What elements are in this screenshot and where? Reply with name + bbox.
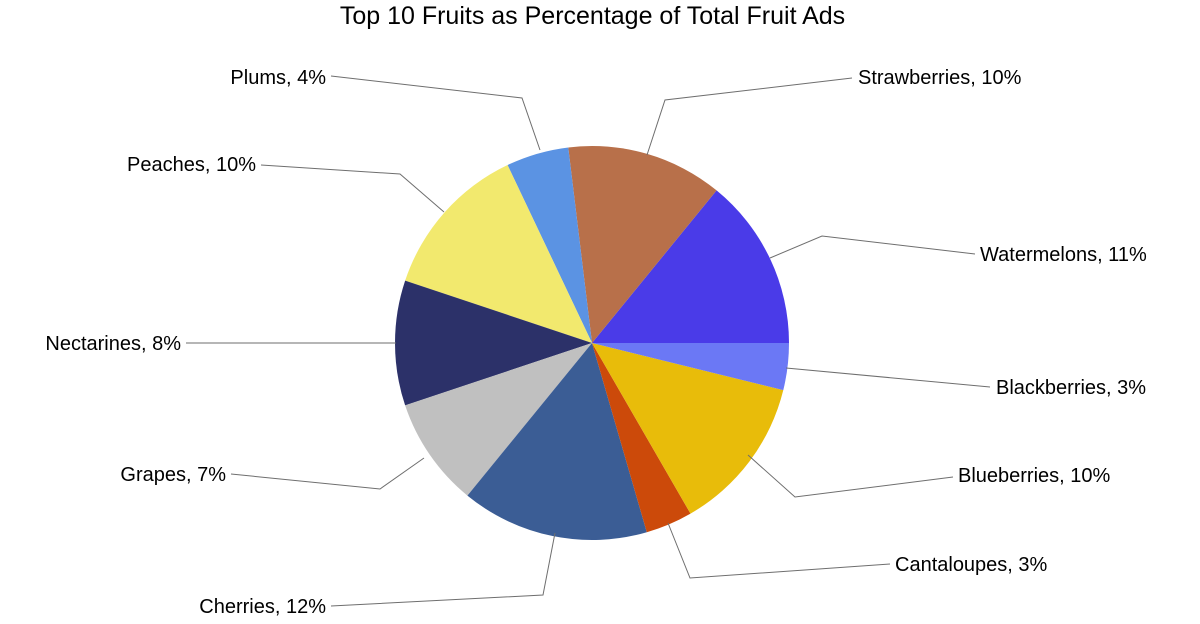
pie-slice-nectarines [395, 280, 592, 406]
slice-label-peaches: Peaches, 10% [127, 154, 256, 176]
leader-line-grapes [230, 457, 425, 490]
pie-slice-peaches [405, 165, 592, 343]
slice-labels: Watermelons, 11% Strawberries, 10% Plums, … [45, 67, 1147, 618]
pie-slice-cantaloupes [592, 343, 691, 533]
leader-line-peaches [260, 164, 445, 213]
slice-label-blackberries: Blackberries, 3% [996, 377, 1146, 399]
slice-label-strawberries: Strawberries, 10% [858, 67, 1022, 89]
slice-label-grapes: Grapes, 7% [120, 464, 226, 486]
pie-slice-watermelons [592, 190, 789, 343]
pie-slice-strawberries [568, 146, 717, 343]
leader-lines [186, 75, 991, 607]
chart-title: Top 10 Fruits as Percentage of Total Fru… [339, 2, 846, 30]
pie-slice-blackberries [592, 343, 789, 391]
leader-line-cantaloupes [667, 522, 891, 579]
leader-line-strawberries [646, 77, 853, 156]
leader-line-blackberries [785, 367, 991, 388]
leader-line-blueberries [747, 454, 954, 498]
slice-label-cantaloupes: Cantaloupes, 3% [895, 554, 1048, 576]
pie-slice-plums [507, 147, 592, 343]
slice-label-plums: Plums, 4% [230, 67, 326, 89]
slice-label-watermelons: Watermelons, 11% [980, 244, 1147, 266]
leader-line-cherries [330, 532, 556, 607]
slice-label-nectarines: Nectarines, 8% [45, 333, 181, 355]
leader-line-plums [330, 75, 541, 151]
pie-slice-grapes [405, 343, 592, 496]
slice-label-blueberries: Blueberries, 10% [958, 465, 1111, 487]
pie-slice-blueberries [592, 343, 784, 514]
slice-label-cherries: Cherries, 12% [199, 596, 326, 618]
leader-line-watermelons [769, 235, 976, 259]
pie-slice-cherries [467, 343, 647, 540]
pie-slices [395, 146, 789, 540]
